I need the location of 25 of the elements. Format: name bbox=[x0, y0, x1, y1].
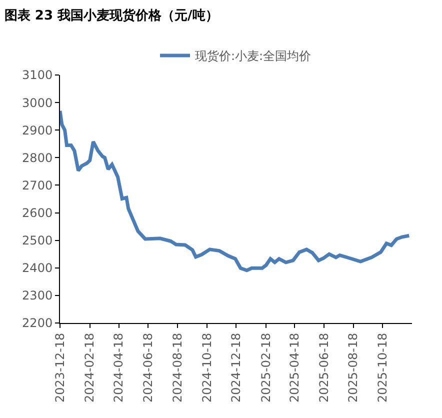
x-tick-label: 2025-06-18 bbox=[316, 332, 331, 403]
y-tick-label: 2300 bbox=[22, 288, 53, 303]
legend-label: 现货价:小麦:全国均价 bbox=[195, 49, 312, 64]
x-tick-label: 2025-04-18 bbox=[287, 332, 302, 403]
chart-title: 图表 23 我国小麦现货价格（元/吨） bbox=[4, 8, 218, 24]
x-tick-label: 2024-02-18 bbox=[82, 332, 97, 403]
x-tick-label: 2025-10-18 bbox=[376, 332, 390, 403]
y-tick-label: 2400 bbox=[22, 261, 53, 276]
y-tick-label: 2900 bbox=[22, 123, 53, 138]
line-series bbox=[60, 109, 411, 272]
x-tick-label: 2025-08-18 bbox=[346, 332, 360, 403]
x-tick-label: 2024-10-18 bbox=[200, 332, 214, 403]
x-tick-label: 2024-04-18 bbox=[112, 332, 126, 403]
y-tick-label: 3100 bbox=[22, 68, 53, 82]
y-tick-label: 2600 bbox=[22, 206, 53, 220]
y-tick-label: 2500 bbox=[22, 234, 53, 248]
x-tick-label: 2024-06-18 bbox=[141, 332, 156, 403]
y-tick-label: 2700 bbox=[22, 178, 53, 192]
y-tick-label: 2200 bbox=[22, 316, 53, 330]
x-tick-label: 2024-08-18 bbox=[170, 332, 184, 403]
x-tick-label: 2024-12-18 bbox=[229, 332, 244, 403]
x-tick-label: 2023-12-18 bbox=[52, 332, 67, 403]
y-tick-label: 2800 bbox=[22, 150, 53, 165]
y-tick-label: 3000 bbox=[22, 96, 53, 110]
x-tick-label: 2025-02-18 bbox=[259, 332, 273, 403]
